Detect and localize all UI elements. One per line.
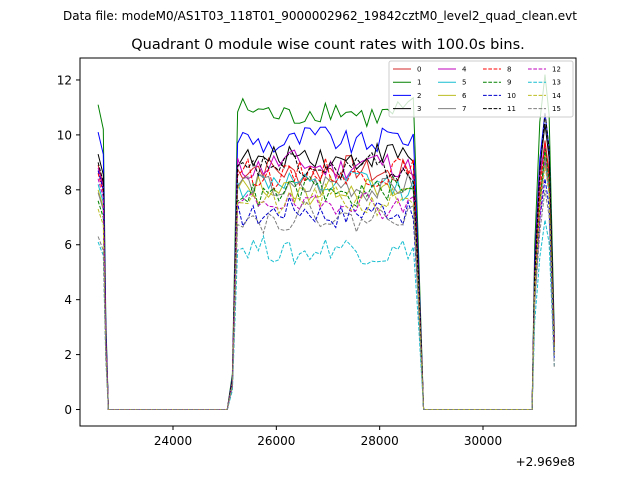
legend-label: 9 (507, 79, 511, 87)
legend-label: 0 (417, 66, 421, 74)
series-line (97, 189, 555, 410)
chart-suptitle: Data file: modeM0/AS1T03_118T01_90000029… (63, 9, 577, 23)
y-tick-label: 2 (64, 348, 72, 362)
legend-label: 13 (552, 79, 561, 87)
y-tick-label: 6 (64, 238, 72, 252)
legend-label: 11 (507, 105, 516, 113)
legend-label: 12 (552, 66, 561, 74)
legend-label: 2 (417, 92, 421, 100)
legend-label: 4 (462, 66, 467, 74)
legend-label: 6 (462, 92, 467, 100)
plot-area-frame (79, 57, 577, 427)
y-tick-label: 10 (57, 128, 72, 142)
legend-label: 15 (552, 105, 561, 113)
legend-label: 3 (417, 105, 421, 113)
chart-title: Quadrant 0 module wise count rates with … (131, 37, 525, 53)
y-tick-label: 12 (57, 73, 72, 87)
x-axis: 24000 26000 28000 30000 (154, 426, 502, 448)
series-layer (97, 74, 555, 410)
legend-label: 10 (507, 92, 516, 100)
y-tick-label: 4 (64, 293, 72, 307)
legend-label: 14 (552, 92, 561, 100)
y-axis: 0 2 4 6 8 10 12 (57, 73, 80, 417)
y-tick-label: 0 (64, 403, 72, 417)
legend-label: 8 (507, 66, 511, 74)
x-tick-label: 24000 (154, 434, 192, 448)
legend-label: 1 (417, 79, 421, 87)
y-tick-label: 8 (64, 183, 72, 197)
x-tick-label: 26000 (257, 434, 295, 448)
series-line (97, 165, 555, 410)
x-tick-label: 28000 (361, 434, 399, 448)
legend-label: 5 (462, 79, 466, 87)
legend-label: 7 (462, 105, 466, 113)
legend-box (388, 60, 574, 118)
x-offset-label: +2.969e8 (516, 455, 575, 469)
x-tick-label: 30000 (464, 434, 502, 448)
